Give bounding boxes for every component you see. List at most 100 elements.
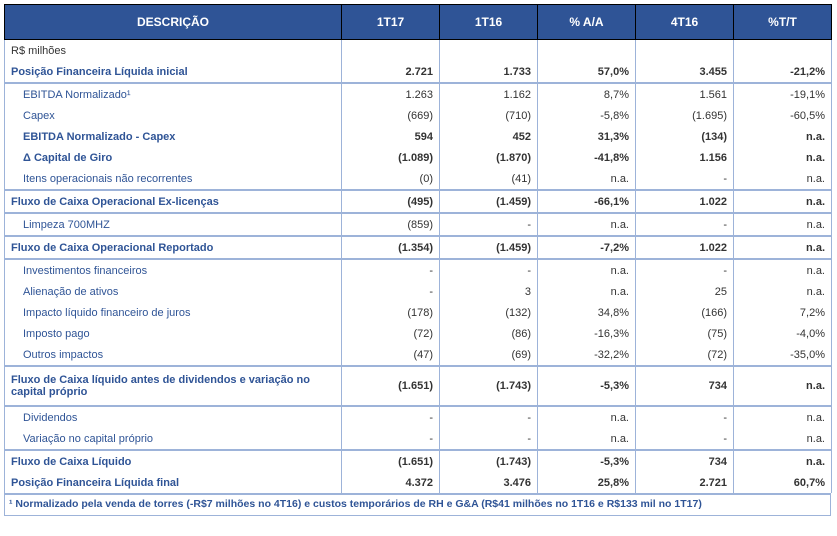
table-row: Fluxo de Caixa Operacional Ex-licenças(4… (5, 190, 832, 213)
row-label: Fluxo de Caixa líquido antes de dividend… (5, 366, 342, 406)
header-pct-tt: %T/T (734, 5, 832, 40)
row-value: (86) (440, 323, 538, 344)
row-value: n.a. (734, 259, 832, 281)
row-value: (669) (342, 105, 440, 126)
row-value: -5,3% (538, 366, 636, 406)
row-label: Posição Financeira Líquida inicial (5, 61, 342, 83)
row-label: EBITDA Normalizado - Capex (5, 126, 342, 147)
row-label: Fluxo de Caixa Líquido (5, 450, 342, 472)
row-value: 1.733 (440, 61, 538, 83)
row-value: (72) (342, 323, 440, 344)
row-value: n.a. (538, 428, 636, 450)
currency-label: R$ milhões (5, 40, 342, 62)
row-value: 1.263 (342, 83, 440, 105)
table-row: Dividendos--n.a.-n.a. (5, 406, 832, 428)
row-value: n.a. (538, 281, 636, 302)
table-row: Variação no capital próprio--n.a.-n.a. (5, 428, 832, 450)
row-value: 7,2% (734, 302, 832, 323)
row-label: Fluxo de Caixa Operacional Ex-licenças (5, 190, 342, 213)
table-row: Itens operacionais não recorrentes(0)(41… (5, 168, 832, 190)
footnote: ¹ Normalizado pela venda de torres (-R$7… (4, 493, 831, 516)
table-body: R$ milhões Posição Financeira Líquida in… (5, 40, 832, 494)
row-value: - (636, 168, 734, 190)
row-value: (495) (342, 190, 440, 213)
row-value: - (440, 428, 538, 450)
row-value: (166) (636, 302, 734, 323)
row-label: Capex (5, 105, 342, 126)
row-value: n.a. (734, 190, 832, 213)
row-value: -35,0% (734, 344, 832, 366)
row-value: (1.459) (440, 236, 538, 259)
row-value: 4.372 (342, 472, 440, 493)
row-value: (72) (636, 344, 734, 366)
currency-row: R$ milhões (5, 40, 832, 62)
row-value: 2.721 (636, 472, 734, 493)
row-value: 3 (440, 281, 538, 302)
row-value: (134) (636, 126, 734, 147)
table-row: Outros impactos(47)(69)-32,2%(72)-35,0% (5, 344, 832, 366)
table-row: Imposto pago(72)(86)-16,3%(75)-4,0% (5, 323, 832, 344)
table-row: EBITDA Normalizado¹1.2631.1628,7%1.561-1… (5, 83, 832, 105)
row-value: n.a. (734, 147, 832, 168)
table-row: Fluxo de Caixa Líquido(1.651)(1.743)-5,3… (5, 450, 832, 472)
row-value: (1.743) (440, 450, 538, 472)
row-value: - (342, 428, 440, 450)
row-value: (47) (342, 344, 440, 366)
row-label: Variação no capital próprio (5, 428, 342, 450)
row-value: - (636, 213, 734, 236)
row-label: EBITDA Normalizado¹ (5, 83, 342, 105)
row-value: -5,3% (538, 450, 636, 472)
row-value: (0) (342, 168, 440, 190)
row-value: n.a. (734, 236, 832, 259)
row-value: 31,3% (538, 126, 636, 147)
row-value: n.a. (538, 259, 636, 281)
row-value: 25 (636, 281, 734, 302)
row-value: 2.721 (342, 61, 440, 83)
row-value: - (636, 428, 734, 450)
row-value: (1.695) (636, 105, 734, 126)
header-4t16: 4T16 (636, 5, 734, 40)
row-label: Dividendos (5, 406, 342, 428)
row-value: -66,1% (538, 190, 636, 213)
row-label: Δ Capital de Giro (5, 147, 342, 168)
header-descricao: DESCRIÇÃO (5, 5, 342, 40)
row-value: - (342, 406, 440, 428)
row-value: -5,8% (538, 105, 636, 126)
row-value: 57,0% (538, 61, 636, 83)
row-value: 3.455 (636, 61, 734, 83)
row-value: - (440, 213, 538, 236)
row-value: -19,1% (734, 83, 832, 105)
row-value: n.a. (734, 450, 832, 472)
row-value: (132) (440, 302, 538, 323)
row-value: (1.354) (342, 236, 440, 259)
header-1t17: 1T17 (342, 5, 440, 40)
table-row: Capex(669)(710)-5,8%(1.695)-60,5% (5, 105, 832, 126)
row-value: (1.651) (342, 366, 440, 406)
row-value: -60,5% (734, 105, 832, 126)
financial-table: DESCRIÇÃO 1T17 1T16 % A/A 4T16 %T/T R$ m… (4, 4, 832, 493)
table-row: Investimentos financeiros--n.a.-n.a. (5, 259, 832, 281)
row-value: 34,8% (538, 302, 636, 323)
table-row: Fluxo de Caixa Operacional Reportado(1.3… (5, 236, 832, 259)
row-value: (1.651) (342, 450, 440, 472)
row-value: 594 (342, 126, 440, 147)
row-label: Investimentos financeiros (5, 259, 342, 281)
row-value: - (636, 406, 734, 428)
header-1t16: 1T16 (440, 5, 538, 40)
row-value: -16,3% (538, 323, 636, 344)
row-value: n.a. (734, 126, 832, 147)
row-value: 60,7% (734, 472, 832, 493)
row-value: 1.022 (636, 236, 734, 259)
table-row: Δ Capital de Giro(1.089)(1.870)-41,8%1.1… (5, 147, 832, 168)
row-value: (859) (342, 213, 440, 236)
row-value: n.a. (734, 281, 832, 302)
row-value: 1.022 (636, 190, 734, 213)
row-value: n.a. (734, 213, 832, 236)
header-pct-aa: % A/A (538, 5, 636, 40)
row-value: - (342, 259, 440, 281)
row-value: (75) (636, 323, 734, 344)
table-row: Posição Financeira Líquida final4.3723.4… (5, 472, 832, 493)
row-value: 734 (636, 450, 734, 472)
row-label: Imposto pago (5, 323, 342, 344)
row-value: n.a. (538, 406, 636, 428)
